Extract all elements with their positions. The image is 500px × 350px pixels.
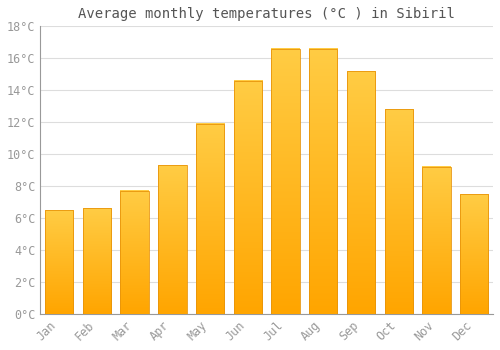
Bar (158, 165, 186, 314)
Bar (384, 109, 413, 314)
Bar (422, 167, 450, 314)
Bar (460, 194, 488, 314)
Bar (347, 71, 375, 314)
Bar (272, 49, 299, 314)
Bar (120, 191, 149, 314)
Bar (83, 209, 111, 314)
Bar (309, 49, 338, 314)
Bar (234, 80, 262, 314)
Bar (158, 165, 186, 314)
Bar (196, 124, 224, 314)
Bar (196, 124, 224, 314)
Bar (460, 194, 488, 314)
Bar (422, 167, 450, 314)
Bar (384, 109, 413, 314)
Bar (83, 209, 111, 314)
Bar (45, 210, 74, 314)
Title: Average monthly temperatures (°C ) in Sibiril: Average monthly temperatures (°C ) in Si… (78, 7, 455, 21)
Bar (309, 49, 338, 314)
Bar (347, 71, 375, 314)
Bar (120, 191, 149, 314)
Bar (234, 80, 262, 314)
Bar (272, 49, 299, 314)
Bar (45, 210, 74, 314)
